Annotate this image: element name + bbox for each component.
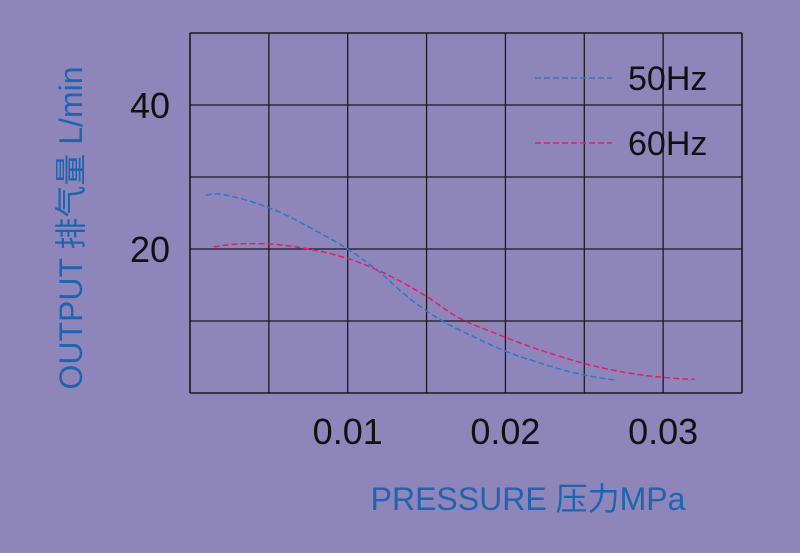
series-lines: [205, 193, 695, 381]
series-line-50hz: [205, 193, 616, 381]
x-tick-label: 0.03: [628, 411, 698, 452]
y-tick-label: 20: [130, 229, 170, 270]
legend-label-60hz: 60Hz: [628, 125, 707, 163]
legend-label-50hz: 50Hz: [628, 60, 707, 98]
y-tick-label: 40: [130, 85, 170, 126]
grid-lines: [189, 32, 743, 394]
legend: 50Hz 60Hz: [535, 60, 707, 163]
y-axis-label: OUTPUT 排气量 L/min: [53, 66, 89, 389]
series-line-60hz: [213, 242, 695, 381]
x-axis-label: PRESSURE 压力MPa: [371, 481, 686, 517]
tick-labels: 0.01 0.02 0.03 20 40: [130, 85, 698, 452]
x-tick-label: 0.01: [313, 411, 383, 452]
x-tick-label: 0.02: [470, 411, 540, 452]
